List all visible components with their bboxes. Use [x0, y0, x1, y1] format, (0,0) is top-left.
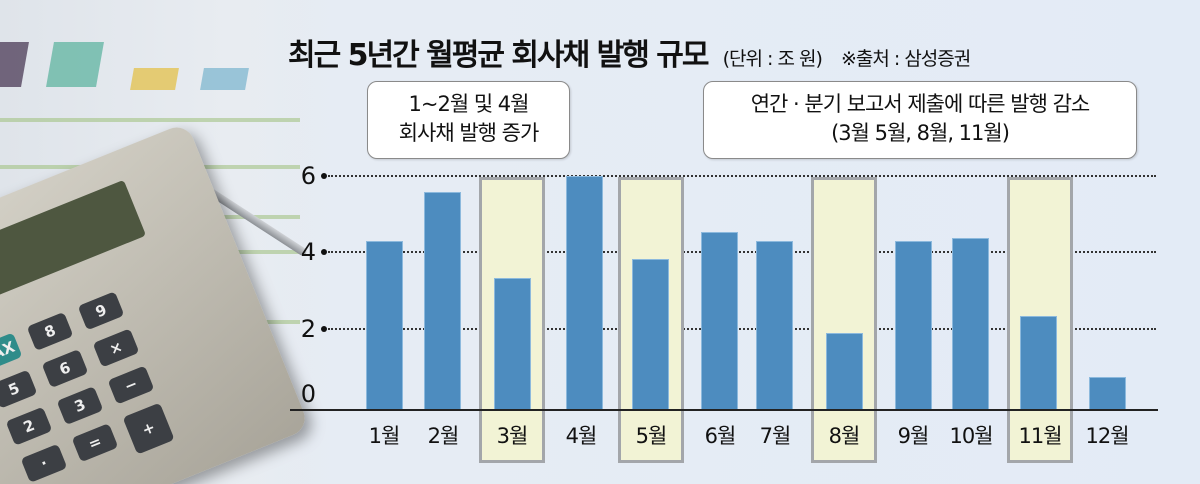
x-tick-label: 7월 — [759, 424, 792, 448]
annotation-decrease: 연간 · 분기 보고서 제출에 따른 발행 감소 (3월 5월, 8월, 11월… — [703, 81, 1137, 159]
bar-2 — [424, 192, 461, 410]
x-tick-label: 1월 — [368, 424, 401, 448]
y-tick-label: 6 — [300, 162, 316, 190]
y-tick-label: 2 — [300, 315, 316, 343]
y-tick-label: 0 — [300, 380, 316, 408]
highlight-column-mar — [479, 177, 545, 463]
y-tick-dot — [321, 173, 327, 179]
annotation-line: 회사채 발행 증가 — [398, 121, 540, 145]
bar-1 — [366, 241, 403, 410]
annotation-line: (3월 5월, 8월, 11월) — [831, 121, 1010, 145]
chart-title: 최근 5년간 월평균 회사채 발행 규모 — [288, 38, 709, 73]
highlight-column-may — [618, 177, 684, 463]
bar-4 — [566, 176, 603, 410]
background-photo-calculator: TAX 8 9 5 6 × 2 3 − · = + — [0, 0, 330, 484]
x-tick-label: 5월 — [635, 424, 668, 448]
bar-7 — [756, 241, 793, 410]
source-label: ※출처 : 삼성증권 — [840, 48, 971, 70]
x-tick-label: 11월 — [1018, 424, 1062, 448]
highlight-column-aug — [811, 177, 877, 463]
x-tick-label: 12월 — [1085, 424, 1129, 448]
annotation-increase: 1~2월 및 4월 회사채 발행 증가 — [367, 81, 570, 159]
unit-label: (단위 : 조 원) — [722, 48, 823, 70]
annotation-line: 연간 · 분기 보고서 제출에 따른 발행 감소 — [750, 92, 1091, 116]
x-tick-label: 6월 — [704, 424, 737, 448]
bar-3 — [494, 278, 531, 410]
bar-5 — [632, 259, 669, 410]
bar-12 — [1089, 377, 1126, 410]
bar-11 — [1020, 316, 1057, 410]
gridline — [328, 175, 1156, 177]
gridline — [328, 251, 1156, 253]
x-tick-label: 4월 — [565, 424, 598, 448]
x-tick-label: 10월 — [949, 424, 993, 448]
y-tick-dot — [321, 326, 327, 332]
bar-6 — [701, 232, 738, 410]
x-tick-label: 9월 — [897, 424, 930, 448]
x-tick-label: 3월 — [496, 424, 529, 448]
bar-10 — [952, 238, 989, 410]
x-axis-line — [290, 409, 1158, 411]
photo-stripe — [0, 118, 300, 122]
bar-9 — [895, 241, 932, 410]
x-tick-label: 8월 — [828, 424, 861, 448]
gridline — [328, 328, 1156, 330]
x-tick-label: 2월 — [427, 424, 460, 448]
y-tick-label: 4 — [300, 238, 316, 266]
bar-8 — [826, 333, 863, 410]
y-tick-dot — [321, 249, 327, 255]
annotation-line: 1~2월 및 4월 — [408, 92, 530, 116]
chart-title-row: 최근 5년간 월평균 회사채 발행 규모 (단위 : 조 원) ※출처 : 삼성… — [288, 30, 971, 74]
